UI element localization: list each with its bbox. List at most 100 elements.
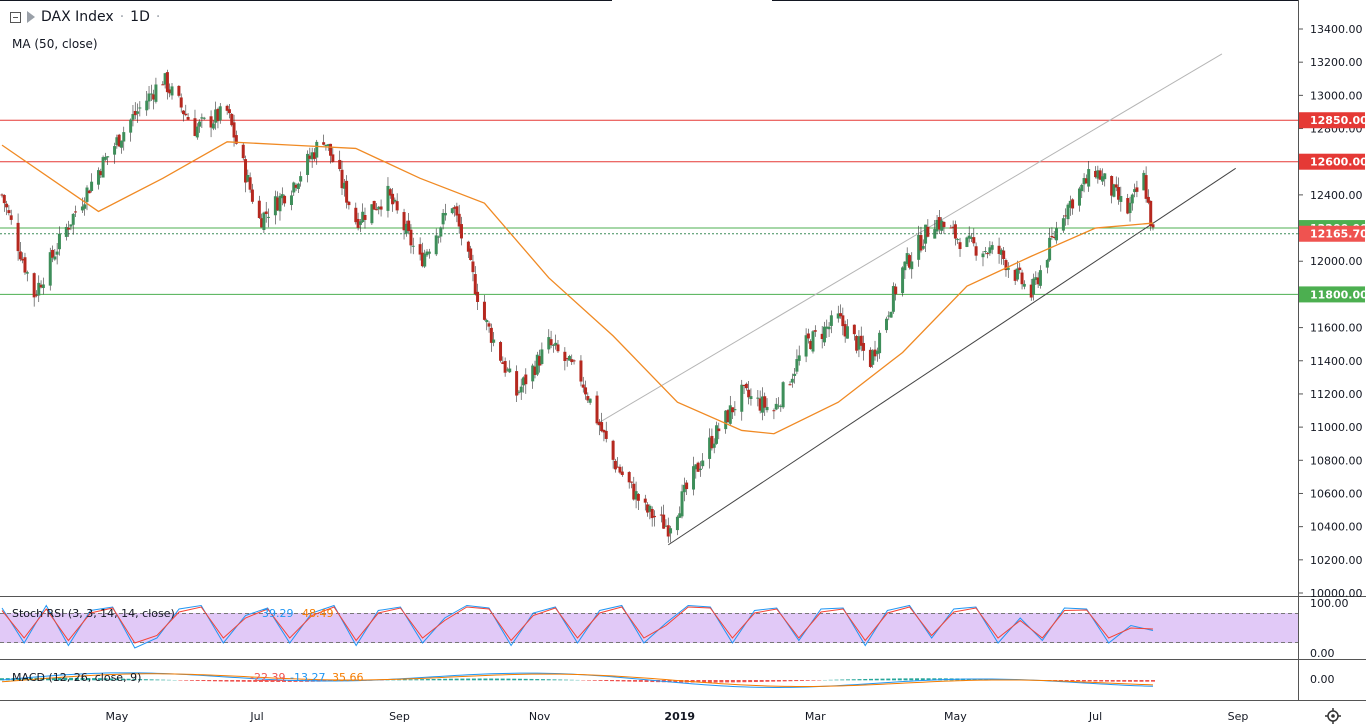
candle-body <box>843 324 847 337</box>
candle-body <box>476 291 480 302</box>
candle-body <box>859 335 863 346</box>
candle-body <box>921 246 925 249</box>
candle-body <box>788 384 792 386</box>
candle-body <box>567 356 571 361</box>
candle-body <box>278 195 282 212</box>
candle-body <box>708 437 712 459</box>
candle-body <box>1071 199 1075 209</box>
macd-histogram-bar <box>1076 680 1081 682</box>
trendline-channel[interactable] <box>596 53 1223 425</box>
macd-signal-line[interactable] <box>1 673 1154 687</box>
candle-body <box>878 332 882 354</box>
candle-body <box>547 337 551 350</box>
candle-body <box>322 142 326 145</box>
candle-body <box>616 466 620 468</box>
candle-body <box>1110 176 1114 196</box>
candle-body <box>482 301 486 320</box>
candle-body <box>701 460 705 467</box>
macd-histogram-bar <box>276 680 281 682</box>
macd-histogram-bar <box>540 679 545 681</box>
candle-body <box>1038 270 1042 286</box>
macd-histogram-bar <box>633 680 638 682</box>
macd-histogram-bar <box>132 678 137 681</box>
candle-body <box>517 391 521 393</box>
candle-body <box>9 215 13 220</box>
ma-legend[interactable]: MA (50, close) <box>12 37 98 51</box>
candle-body <box>1151 224 1155 228</box>
macd-histogram-bar <box>851 679 856 681</box>
settings-gear-icon[interactable] <box>1325 708 1341 724</box>
macd-histogram-bar <box>471 678 476 681</box>
candle-body <box>726 410 730 423</box>
macd-histogram-bar <box>799 680 804 681</box>
candle-body <box>181 110 185 115</box>
candle-body <box>841 315 845 327</box>
macd-histogram-bar <box>17 677 22 681</box>
last-price-tag <box>1299 225 1365 242</box>
stoch-rsi-legend[interactable]: Stoch RSI (3, 3, 14, 14, close) <box>12 607 175 620</box>
main-pane[interactable] <box>0 0 1298 596</box>
macd-histogram-bar <box>138 679 143 681</box>
symbol-legend[interactable]: DAX Index · 1D · <box>10 9 160 25</box>
candle-body <box>889 311 893 318</box>
macd-histogram-bar <box>494 678 499 681</box>
candle-body <box>758 398 762 411</box>
collapse-icon[interactable] <box>10 11 21 23</box>
last-price-label: 12165.70 <box>1310 228 1366 241</box>
macd-histogram-bar <box>736 680 741 683</box>
candle-body <box>618 466 622 473</box>
candle-body <box>901 267 905 294</box>
candle-body <box>115 137 119 146</box>
candle-body <box>731 407 735 413</box>
candle-body <box>450 208 454 214</box>
candle-body <box>18 251 22 260</box>
candle-body <box>1126 198 1130 214</box>
candle-body <box>508 368 512 373</box>
candle-body <box>747 389 751 398</box>
macd-histogram-bar <box>604 680 609 682</box>
macd-histogram-bar <box>926 678 931 681</box>
candle-body <box>1020 272 1024 285</box>
candle-body <box>257 200 261 219</box>
price-tick-label: 10200.00 <box>1310 554 1363 567</box>
macd-histogram-bar <box>115 678 120 681</box>
candle-body <box>986 253 990 255</box>
candle-body <box>358 221 362 225</box>
stoch-tick-label: 0.00 <box>1310 647 1335 660</box>
time-tick-label: Sep <box>1228 710 1249 723</box>
candle-body <box>434 235 438 255</box>
trendline-support[interactable] <box>667 167 1236 546</box>
candle-body <box>756 397 760 399</box>
candle-body <box>765 406 769 411</box>
macd-histogram-bar <box>558 679 563 681</box>
macd-histogram-bar <box>397 679 402 681</box>
candle-body <box>404 223 408 234</box>
stoch-K-line[interactable] <box>1 604 1154 649</box>
macd-histogram-bar <box>978 678 983 681</box>
separator: · <box>119 9 125 25</box>
time-axis: May Jul Sep Nov 2019 Mar May Jul Sep <box>105 710 1248 723</box>
candle-body <box>244 159 248 183</box>
level-tag <box>1299 286 1365 303</box>
candle-body <box>836 313 840 319</box>
stoch-D-line[interactable] <box>1 606 1154 644</box>
candle-body <box>492 339 496 343</box>
flag-icon[interactable] <box>27 11 35 23</box>
macd-histogram-bar <box>195 680 200 681</box>
macd-histogram-bar <box>517 678 522 681</box>
separator-dot: · <box>155 9 161 25</box>
candle-body <box>868 349 872 367</box>
candle-body <box>69 224 73 227</box>
candles <box>0 69 1155 543</box>
ma50-line[interactable] <box>1 141 1154 435</box>
candle-body <box>822 326 826 343</box>
candle-body <box>935 219 939 232</box>
macd-histogram-bar <box>1145 680 1150 682</box>
candle-body <box>168 89 172 94</box>
macd-histogram-bar <box>529 678 534 681</box>
macd-histogram-bar <box>74 677 79 681</box>
candle-body <box>937 217 941 230</box>
macd-legend[interactable]: MACD (12, 26, close, 9) <box>12 671 141 684</box>
candle-body <box>910 261 914 270</box>
